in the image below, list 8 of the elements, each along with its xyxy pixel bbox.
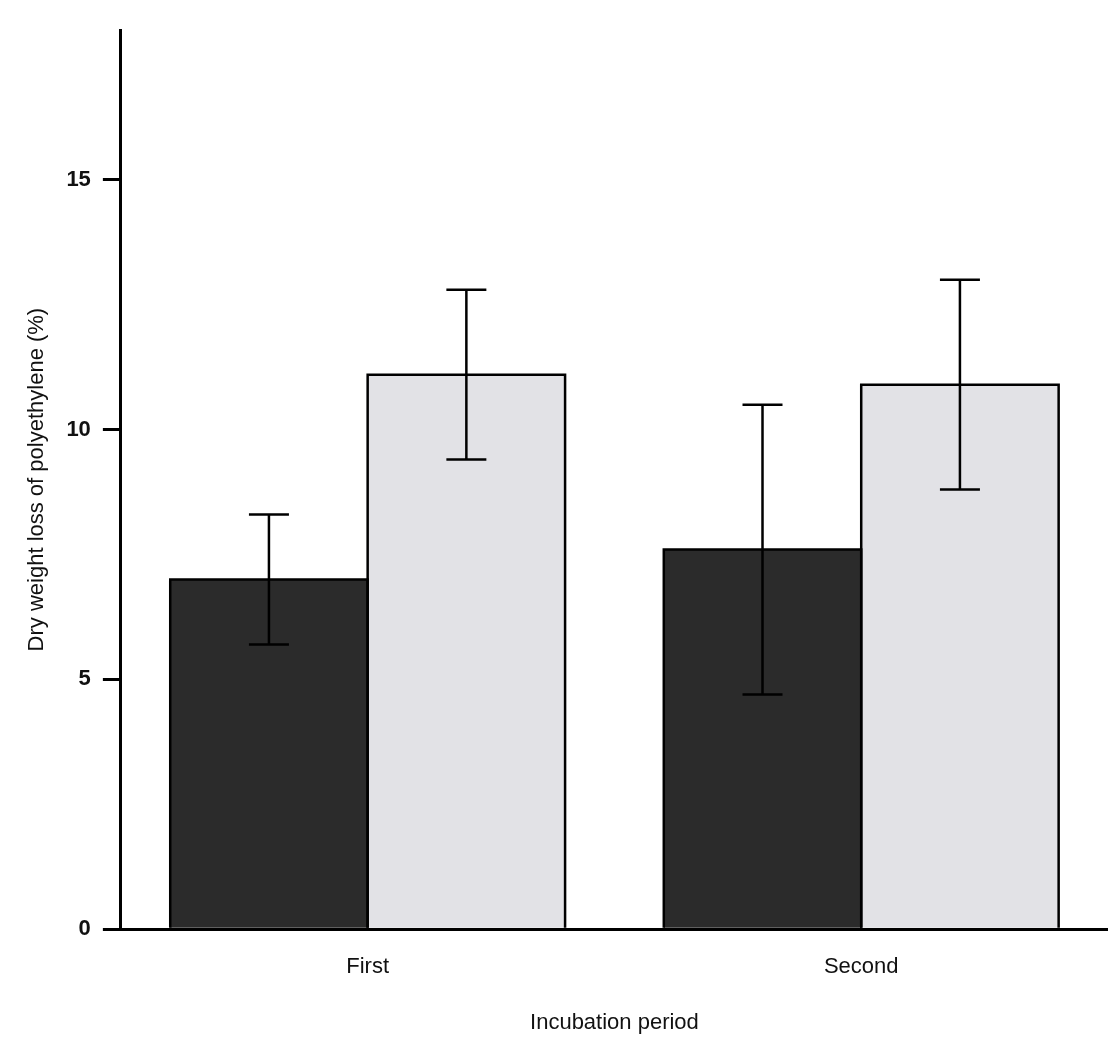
x-axis-title: Incubation period: [530, 1008, 699, 1034]
x-tick-label: Second: [823, 953, 899, 979]
y-tick-label: 10: [66, 415, 91, 441]
y-tick-label: 5: [78, 665, 91, 691]
x-tick-label: First: [346, 953, 390, 979]
y-tick-label: 0: [78, 915, 91, 941]
y-tick-label: 15: [66, 165, 91, 191]
y-axis-title: Dry weight loss of polyethylene (%): [23, 307, 49, 652]
